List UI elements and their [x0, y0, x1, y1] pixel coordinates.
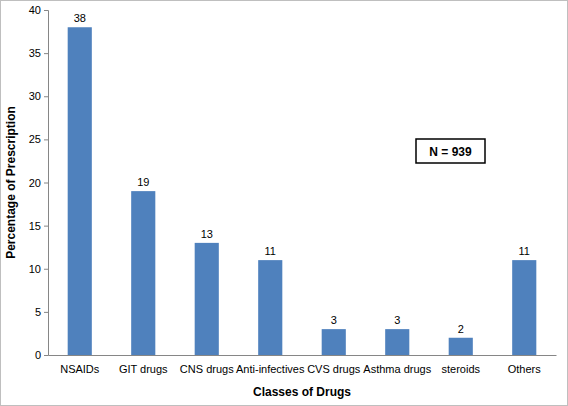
y-tick: 5	[35, 306, 48, 318]
bar	[195, 243, 219, 355]
x-tick-label: Asthma drugs	[363, 363, 431, 375]
data-label: 2	[458, 323, 464, 335]
y-tick-label: 10	[29, 263, 41, 275]
y-tick-label: 25	[29, 133, 41, 145]
data-label: 11	[265, 245, 276, 257]
y-tick-label: 30	[29, 90, 41, 102]
data-labels: 38 19 13 11 3 3 2 11	[74, 12, 530, 335]
bar	[258, 260, 282, 355]
y-tick-label: 0	[35, 349, 41, 361]
bar	[385, 329, 409, 355]
y-tick-mark	[44, 96, 48, 97]
y-tick-mark	[44, 183, 48, 184]
y-tick: 0	[35, 349, 48, 361]
x-axis-title: Classes of Drugs	[253, 385, 351, 399]
y-axis-line	[44, 11, 49, 356]
y-tick-mark	[44, 269, 48, 270]
y-tick-label: 5	[35, 306, 41, 318]
x-tick: CVS drugs	[307, 355, 361, 375]
x-tick-label: steroids	[441, 363, 480, 375]
x-tick-label: GIT drugs	[119, 363, 168, 375]
y-tick-mark	[44, 312, 48, 313]
data-label: 3	[394, 314, 400, 326]
x-tick-label: CVS drugs	[307, 363, 361, 375]
data-label: 3	[331, 314, 337, 326]
y-tick: 40	[29, 4, 48, 16]
x-tick: GIT drugs	[119, 355, 168, 375]
y-tick-mark	[44, 139, 48, 140]
y-axis-title: Percentage of Prescription	[4, 106, 18, 259]
y-tick-label: 35	[29, 47, 41, 59]
y-tick-mark	[44, 226, 48, 227]
annotation-box	[416, 139, 485, 163]
x-tick: NSAIDs	[60, 355, 100, 375]
bar	[131, 191, 155, 355]
annotation-text: N = 939	[429, 145, 472, 159]
x-axis: NSAIDs GIT drugs CNS drugsAnti-infectivesC…	[49, 355, 557, 375]
data-label: 38	[74, 12, 86, 24]
y-tick-label: 40	[29, 4, 41, 16]
bar	[68, 27, 92, 355]
x-tick: steroids	[441, 355, 480, 375]
bars	[68, 27, 537, 355]
y-tick-mark	[44, 355, 48, 356]
x-tick: Asthma drugs	[363, 355, 431, 375]
data-label: 19	[137, 176, 149, 188]
chart: 0 5 10 15 20 25 30 35 40 NSAIDs GIT drugs CNS drugs…	[0, 0, 568, 406]
x-tick: Others	[508, 355, 542, 375]
y-tick-label: 15	[29, 220, 41, 232]
x-tick: CNS drugs	[180, 355, 234, 375]
chart-frame	[1, 1, 568, 406]
data-label: 11	[519, 245, 530, 257]
y-tick: 35	[29, 47, 48, 59]
y-tick: 25	[29, 133, 48, 145]
x-tick-label: CNS drugs	[180, 363, 234, 375]
y-axis: 0 5 10 15 20 25 30 35 40	[29, 4, 49, 361]
plot: 0 5 10 15 20 25 30 35 40 NSAIDs GIT drugs CNS drugs…	[29, 4, 557, 375]
annotation: N = 939	[416, 139, 485, 163]
x-tick-label: Anti-infectives	[236, 363, 305, 375]
bar	[322, 329, 346, 355]
y-tick: 10	[29, 263, 48, 275]
y-tick-mark	[44, 10, 48, 11]
x-axis-line	[49, 355, 557, 356]
x-tick: Anti-infectives	[236, 355, 305, 375]
bar	[449, 338, 473, 355]
y-tick-mark	[44, 53, 48, 54]
x-tick-label: NSAIDs	[60, 363, 100, 375]
y-tick: 30	[29, 90, 48, 102]
x-tick-label: Others	[508, 363, 542, 375]
data-label: 13	[201, 228, 213, 240]
y-tick-label: 20	[29, 177, 41, 189]
y-tick: 15	[29, 220, 48, 232]
y-tick: 20	[29, 177, 48, 189]
bar	[512, 260, 536, 355]
